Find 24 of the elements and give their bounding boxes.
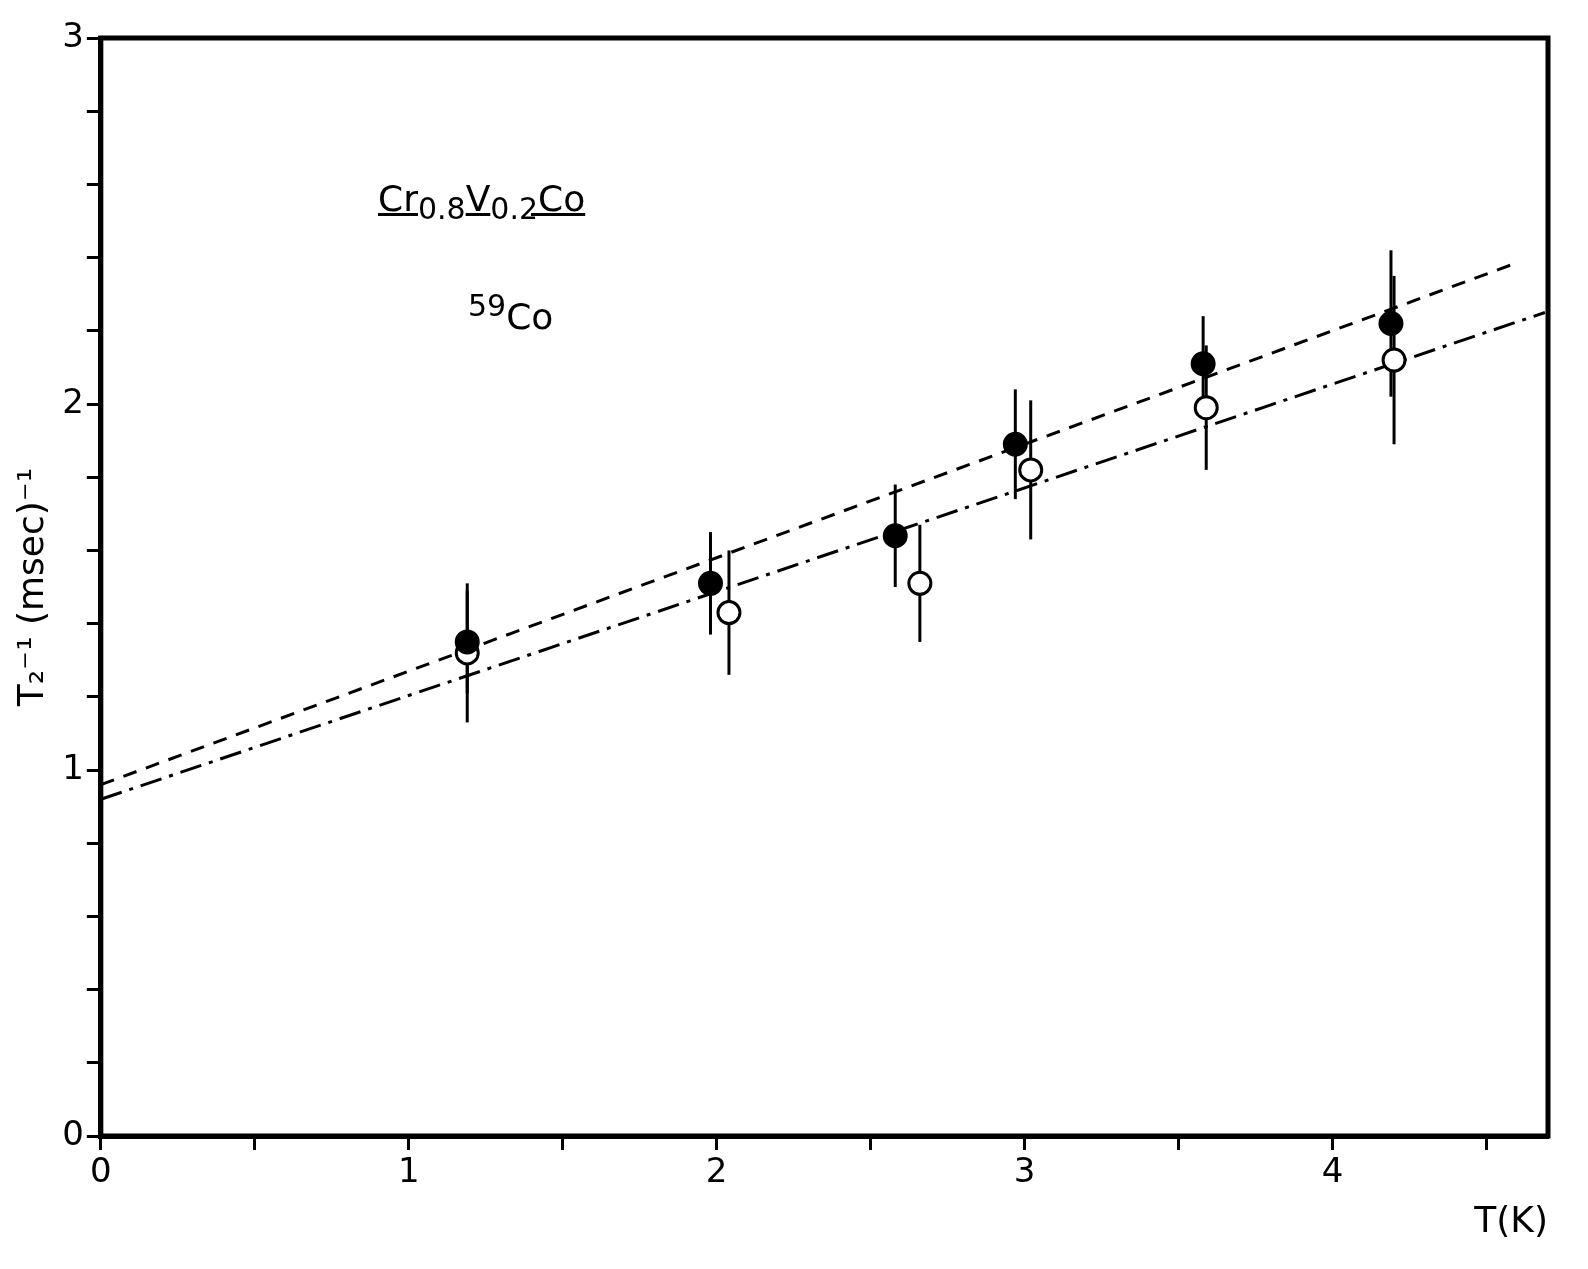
annotation: $^{59}$Co	[468, 288, 554, 337]
x-tick-label: 3	[1013, 1150, 1036, 1191]
point	[1018, 457, 1044, 483]
point	[1002, 431, 1028, 457]
y-axis-title: T₂⁻¹ (msec)⁻¹	[9, 467, 51, 708]
point	[716, 600, 742, 626]
annotation: Cr$_{0.8}$V$_{0.2}$Co	[378, 178, 586, 227]
x-tick-label: 4	[1321, 1150, 1344, 1191]
point	[1190, 351, 1216, 377]
point	[1378, 310, 1404, 336]
x-axis-title: T(K)	[1473, 1198, 1548, 1240]
point	[697, 570, 723, 596]
point	[882, 523, 908, 549]
x-tick-label: 2	[705, 1150, 728, 1191]
y-tick-label: 0	[62, 1112, 84, 1153]
x-tick-label: 0	[90, 1150, 112, 1191]
point	[454, 629, 480, 655]
y-tick-label: 1	[62, 746, 84, 787]
point	[1381, 347, 1407, 373]
x-tick-label: 1	[397, 1150, 420, 1191]
y-tick-label: 2	[62, 380, 84, 421]
y-tick-label: 3	[62, 14, 84, 55]
point	[907, 570, 933, 596]
point	[1193, 395, 1219, 421]
